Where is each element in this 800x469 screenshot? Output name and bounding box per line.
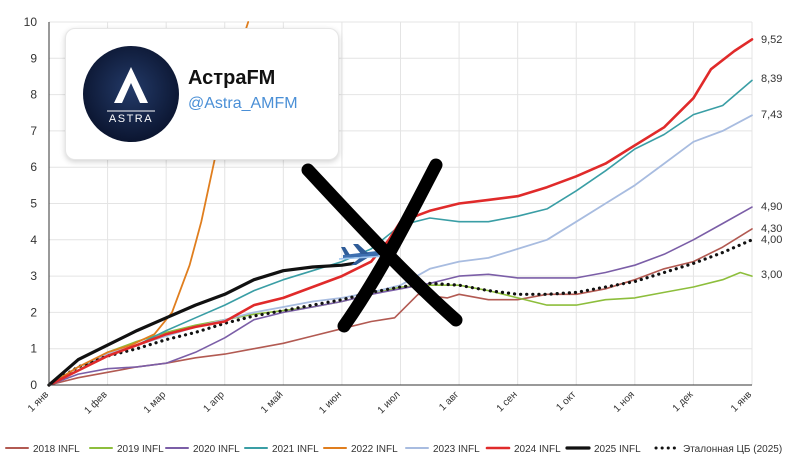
x-tick-label: 1 сен	[495, 389, 520, 414]
y-tick-label: 6	[30, 160, 37, 174]
x-tick-label: 1 янв	[729, 389, 754, 414]
series-line-2020-infl	[48, 206, 753, 386]
y-axis-ticks: 0 1 2 3 4 5 6 7 8 9 10	[24, 15, 38, 392]
chart-axes	[48, 22, 752, 386]
astra-logo-icon: ASTRA	[83, 46, 179, 142]
legend-label: 2018 INFL	[33, 444, 80, 455]
y-tick-label: 10	[24, 15, 38, 29]
series-end-label: 8,39	[761, 73, 782, 85]
y-tick-label: 0	[30, 378, 37, 392]
series-end-label: 4,00	[761, 234, 782, 246]
series-line-2023-infl	[48, 114, 753, 386]
x-tick-label: 1 ноя	[612, 389, 637, 414]
series-end-label: 7,43	[761, 109, 782, 121]
chart-series	[47, 21, 754, 387]
series-end-label: 4,90	[761, 201, 782, 213]
y-tick-label: 3	[30, 269, 37, 283]
legend-label: Эталонная ЦБ (2025)	[683, 444, 782, 455]
legend-label: 2023 INFL	[433, 444, 480, 455]
legend-label: 2020 INFL	[193, 444, 240, 455]
series-end-label: 3,00	[761, 269, 782, 281]
x-tick-label: 1 авг	[437, 389, 461, 413]
chart-overlays	[301, 158, 463, 333]
legend-label: 2024 INFL	[514, 444, 561, 455]
y-tick-label: 1	[30, 342, 37, 356]
y-tick-label: 8	[30, 88, 37, 102]
channel-handle: @Astra_AMFM	[188, 95, 298, 112]
legend-label: 2022 INFL	[351, 444, 398, 455]
x-tick-label: 1 июн	[317, 389, 344, 416]
x-tick-label: 1 мар	[142, 389, 169, 416]
astra-logo-text: ASTRA	[109, 113, 153, 125]
x-tick-label: 1 май	[259, 389, 285, 415]
legend-label: 2021 INFL	[272, 444, 319, 455]
x-tick-label: 1 июл	[376, 389, 403, 416]
black-x-mark	[301, 158, 463, 333]
series-end-label: 9,52	[761, 34, 782, 46]
series-line-2025-infl	[47, 261, 356, 387]
series-end-label: 4,30	[761, 223, 782, 235]
chart-legend: 2018 INFL 2019 INFL 2020 INFL 2021 INFL 2022…	[5, 444, 782, 455]
channel-name: АстраFM	[188, 67, 276, 89]
x-tick-label: 1 окт	[554, 389, 578, 413]
x-tick-label: 1 апр	[201, 389, 227, 415]
y-tick-label: 4	[30, 233, 37, 247]
series-line-reference-cb	[47, 238, 754, 387]
legend-label: 2019 INFL	[117, 444, 164, 455]
x-tick-label: 1 фев	[82, 389, 110, 417]
y-tick-label: 9	[30, 51, 37, 65]
x-tick-label: 1 дек	[671, 389, 696, 414]
y-tick-label: 2	[30, 305, 37, 319]
channel-watermark: ASTRA АстраFM @Astra_AMFM	[65, 28, 339, 160]
y-tick-label: 7	[30, 124, 37, 138]
y-tick-label: 5	[30, 197, 37, 211]
x-axis-ticks: 1 янв 1 фев 1 мар 1 апр 1 май 1 июн 1 июл 1 авг…	[26, 389, 754, 417]
series-end-labels: 4,30 3,00 4,90 8,39 7,43 9,52 4,00	[761, 34, 782, 281]
legend-label: 2025 INFL	[594, 444, 641, 455]
x-tick-label: 1 янв	[26, 389, 51, 414]
